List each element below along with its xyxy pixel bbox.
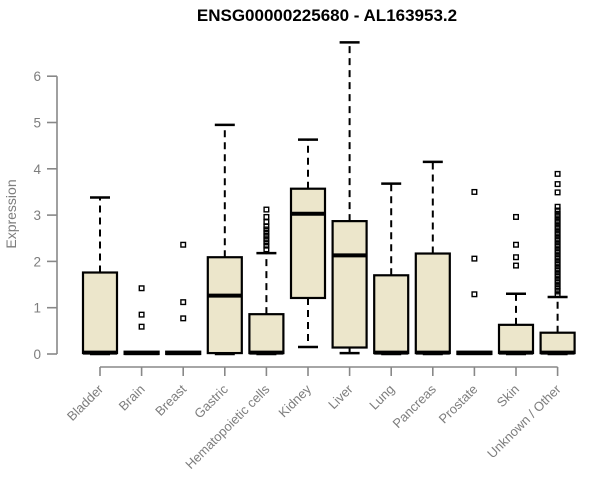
outlier-point: [554, 288, 561, 295]
outlier-point: [554, 255, 561, 262]
outlier-point: [180, 299, 187, 306]
outlier-point: [263, 226, 270, 233]
outlier-point: [263, 246, 270, 253]
outlier-point: [471, 291, 478, 298]
x-tick-label: Brain: [116, 382, 148, 414]
x-tick-label: Skin: [494, 382, 522, 410]
outlier-point: [554, 181, 561, 188]
x-tick-label: Prostate: [436, 382, 481, 427]
x-tick-label: Gastric: [191, 381, 231, 421]
box: [206, 256, 243, 355]
x-tick-label: Breast: [152, 381, 189, 418]
outlier-point: [554, 267, 561, 274]
outlier-point: [471, 255, 478, 262]
outlier-point: [263, 236, 270, 243]
box: [414, 252, 451, 355]
outlier-point: [554, 237, 561, 244]
outlier-point: [471, 188, 478, 195]
box: [248, 313, 285, 355]
y-tick-label: 3: [33, 208, 41, 223]
outlier-point: [180, 241, 187, 248]
outlier-point: [554, 219, 561, 226]
y-tick-label: 6: [33, 69, 41, 84]
outlier-point: [554, 213, 561, 220]
outlier-point: [554, 273, 561, 280]
outlier-point: [263, 232, 270, 239]
outlier-point: [554, 279, 561, 286]
outlier-point: [554, 189, 561, 196]
x-tick-label: Bladder: [64, 381, 107, 424]
x-tick-label: Lung: [366, 382, 397, 413]
outlier-point: [138, 285, 145, 292]
outlier-point: [263, 206, 270, 213]
box: [373, 274, 410, 355]
outlier-point: [513, 262, 520, 269]
outlier-point: [180, 315, 187, 322]
outlier-point: [554, 225, 561, 232]
box: [539, 331, 576, 355]
outlier-point: [554, 261, 561, 268]
outlier-point: [263, 213, 270, 220]
x-tick-label: Liver: [325, 381, 356, 412]
outlier-point: [513, 254, 520, 261]
outlier-point: [554, 170, 561, 177]
y-tick-label: 2: [33, 254, 41, 269]
outlier-point: [513, 241, 520, 248]
outlier-point: [263, 242, 270, 249]
outlier-point: [263, 239, 270, 246]
outlier-point: [138, 323, 145, 330]
x-tick-label: Kidney: [275, 381, 314, 420]
x-tick-label: Unknown / Other: [484, 381, 564, 461]
y-tick-label: 0: [33, 347, 41, 362]
outlier-point: [554, 249, 561, 256]
outlier-point: [513, 213, 520, 220]
outlier-point: [554, 243, 561, 250]
outlier-point: [263, 223, 270, 230]
box: [497, 323, 535, 355]
box: [81, 271, 119, 355]
outlier-point: [138, 311, 145, 318]
chart-title: ENSG00000225680 - AL163953.2: [196, 6, 458, 25]
outlier-point: [263, 229, 270, 236]
outlier-point: [554, 231, 561, 238]
outlier-point: [554, 203, 561, 210]
y-tick-label: 5: [33, 116, 41, 131]
outlier-point: [554, 207, 561, 214]
outlier-point: [554, 291, 561, 298]
x-tick-label: Pancreas: [389, 381, 439, 431]
y-tick-label: 1: [33, 301, 41, 316]
y-tick-label: 4: [33, 162, 41, 177]
box: [331, 220, 368, 349]
box: [289, 187, 327, 300]
